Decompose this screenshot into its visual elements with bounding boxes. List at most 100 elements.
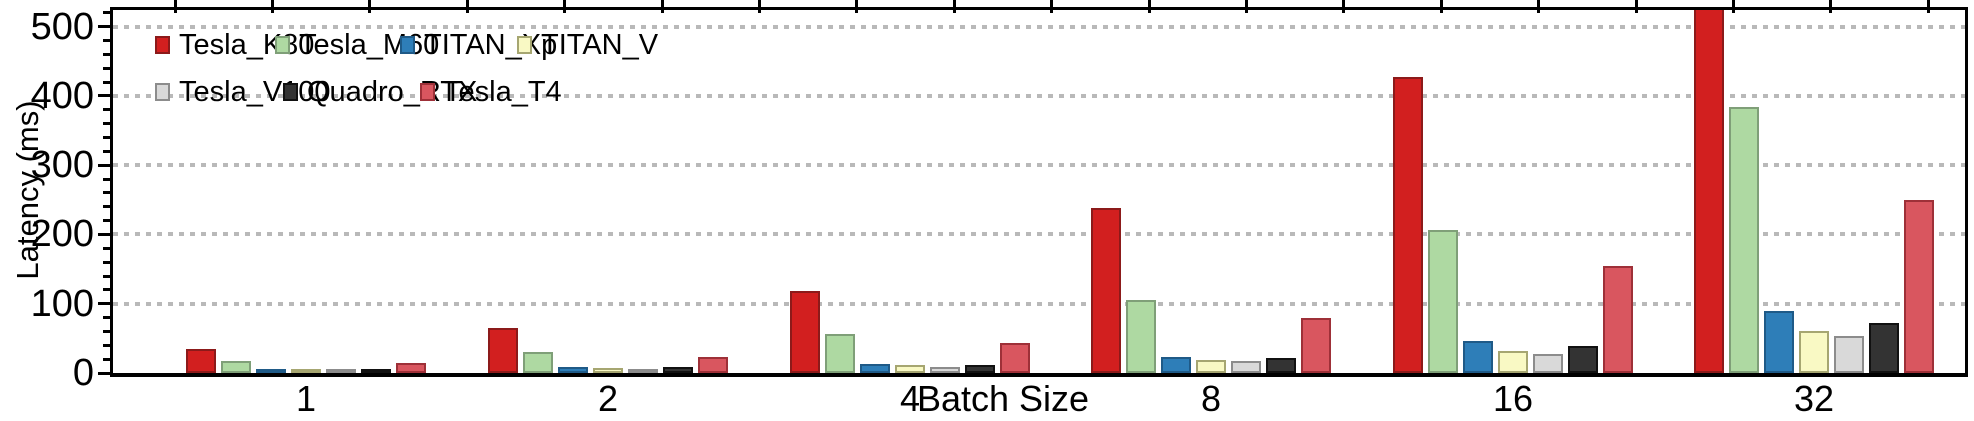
x-tick-top [563,0,567,13]
bar-Tesla_M60-batch-32 [1729,107,1759,373]
gridline-y-100 [113,301,1965,306]
x-tick-label-1: 1 [295,378,317,419]
bar-Tesla_V100-batch-2 [628,368,658,373]
y-tick-major-200 [98,232,110,236]
legend-swatch-Tesla_V100 [155,83,170,101]
x-tick-label-8: 8 [1200,378,1222,419]
x-tick-top [660,0,664,13]
legend-item-TITAN_Xp: TITAN_Xp [400,31,557,60]
x-tick-top [270,0,274,13]
legend-swatch-TITAN_Xp [400,36,415,54]
bar-Quadro_RTX-batch-1 [361,369,391,373]
bar-Tesla_M60-batch-16 [1428,230,1458,373]
x-axis-title: Batch Size [916,378,1090,419]
bar-Tesla_T4-batch-4 [1000,343,1030,373]
legend-swatch-Tesla_M60 [275,36,290,54]
bar-group-batch-4 [790,291,1030,373]
x-tick-top [368,0,372,13]
y-tick-minor [103,288,110,292]
bar-Tesla_T4-batch-1 [396,363,426,373]
x-tick-top [1731,0,1735,13]
bar-group-batch-2 [488,327,728,373]
bar-Tesla_K80-batch-2 [488,327,518,373]
bar-Tesla_K80-batch-4 [790,291,820,373]
bar-Tesla_M60-batch-2 [523,352,553,373]
bar-Tesla_V100-batch-8 [1231,361,1261,373]
legend-label-Quadro_RTX: Quadro_RTX [307,76,478,108]
bar-TITAN_V-batch-1 [291,369,321,373]
x-tick-top [1342,0,1346,13]
plot-area [110,7,1968,377]
bar-TITAN_V-batch-4 [895,365,925,373]
legend-swatch-Tesla_T4 [420,83,435,101]
x-tick-top [1634,0,1638,13]
x-tick-top [1050,0,1054,13]
y-tick-minor [103,52,110,56]
bar-Tesla_M60-batch-1 [221,360,251,373]
y-tick-minor [103,108,110,112]
y-tick-minor [103,274,110,278]
bar-TITAN_Xp-batch-8 [1161,357,1191,373]
y-tick-label-300: 300 [30,144,94,187]
bar-Tesla_T4-batch-32 [1904,199,1934,373]
bar-TITAN_Xp-batch-1 [256,368,286,373]
legend-swatch-TITAN_V [517,36,532,54]
y-tick-major-100 [98,302,110,306]
legend-label-Tesla_M60: Tesla_M60 [299,29,440,61]
bar-Tesla_V100-batch-4 [930,366,960,373]
legend-item-Tesla_K80: Tesla_K80 [155,29,315,61]
y-tick-minor [103,246,110,250]
legend-label-TITAN_V: TITAN_V [541,29,659,61]
legend-label-Tesla_T4: Tesla_T4 [444,76,562,108]
y-tick-minor [103,260,110,264]
y-tick-minor [103,191,110,195]
y-tick-label-200: 200 [30,213,94,256]
legend-item-Quadro_RTX: Quadro_RTX [283,76,478,108]
bar-TITAN_Xp-batch-4 [860,364,890,373]
bar-Tesla_K80-batch-1 [186,349,216,373]
x-tick-top [952,0,956,13]
legend-swatch-Tesla_K80 [155,36,170,54]
y-tick-major-500 [98,25,110,29]
y-tick-minor [103,316,110,320]
y-axis-title: Latency (ms) [10,100,45,280]
bar-Tesla_T4-batch-2 [698,357,728,373]
y-tick-minor [103,343,110,347]
x-tick-top [1439,0,1443,13]
y-tick-minor [103,205,110,209]
bar-Tesla_M60-batch-4 [825,334,855,373]
x-tick-top [173,0,177,13]
y-tick-label-500: 500 [30,5,94,48]
bar-group-batch-1 [186,349,426,373]
bar-TITAN_V-batch-8 [1196,359,1226,373]
bar-Quadro_RTX-batch-2 [663,367,693,373]
y-tick-minor [103,219,110,223]
x-tick-label-32: 32 [1793,378,1835,419]
y-tick-minor [103,329,110,333]
bar-Quadro_RTX-batch-8 [1266,357,1296,373]
gridline-y-500 [113,24,1965,29]
x-tick-top [855,0,859,13]
x-tick-top [465,0,469,13]
x-tick-top [1147,0,1151,13]
x-tick-label-4: 4 [899,378,921,419]
gridline-y-200 [113,232,1965,237]
bar-Tesla_K80-batch-8 [1091,208,1121,373]
bar-Tesla_V100-batch-32 [1834,336,1864,373]
bar-TITAN_V-batch-2 [593,368,623,373]
x-tick-top [1829,0,1833,13]
x-tick-top [1537,0,1541,13]
bar-Tesla_V100-batch-16 [1533,353,1563,373]
legend-item-Tesla_T4: Tesla_T4 [420,76,562,108]
y-tick-minor [103,80,110,84]
legend-label-Tesla_V100: Tesla_V100 [179,76,331,108]
bar-TITAN_V-batch-16 [1498,350,1528,373]
bar-group-batch-32 [1694,10,1934,373]
y-tick-minor [103,149,110,153]
legend-label-Tesla_K80: Tesla_K80 [179,29,315,61]
y-tick-minor [103,357,110,361]
gridline-y-300 [113,163,1965,168]
y-tick-minor [103,135,110,139]
x-tick-label-16: 16 [1492,378,1534,419]
